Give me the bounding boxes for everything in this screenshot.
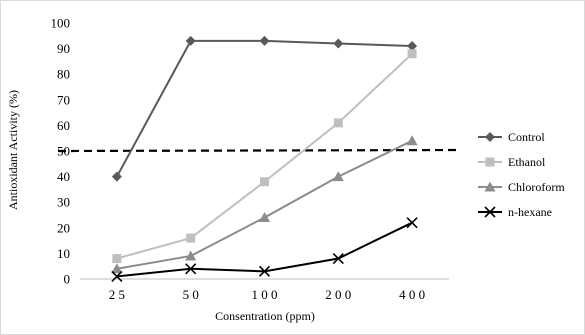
- y-tick-label: 0: [64, 272, 71, 287]
- y-tick-label: 20: [57, 220, 70, 235]
- data-point-ethanol: [186, 233, 196, 243]
- data-point-chloroform: [259, 212, 270, 223]
- legend-marker-n-hexane: [484, 206, 496, 218]
- y-tick-label: 80: [57, 67, 70, 82]
- legend-label-ethanol: Ethanol: [508, 155, 546, 169]
- y-tick-label: 70: [57, 92, 70, 107]
- x-tick-label: 2 0 0: [325, 287, 351, 302]
- data-point-control: [407, 41, 418, 52]
- y-tick-label: 100: [51, 16, 71, 31]
- y-axis-title: Antioxidant Activity (%): [6, 90, 20, 210]
- legend: Control Ethanol Chloroform n-hexane: [478, 130, 565, 219]
- data-point-n-hexane: [406, 217, 418, 229]
- data-point-chloroform: [185, 250, 197, 261]
- y-tick-label: 10: [57, 246, 70, 261]
- series-line-control: [116, 39, 413, 178]
- y-tick-label: 90: [57, 41, 70, 56]
- data-point-control: [259, 35, 270, 46]
- legend-label-control: Control: [508, 130, 545, 144]
- y-tick-label: 40: [57, 169, 70, 184]
- data-point-control: [111, 171, 122, 182]
- data-point-ethanol: [112, 254, 122, 264]
- legend-marker-ethanol: [485, 157, 495, 167]
- y-tick-label: 30: [57, 195, 70, 210]
- x-tick-label: 4 0 0: [399, 287, 425, 302]
- data-point-n-hexane: [185, 263, 197, 275]
- data-point-chloroform: [111, 263, 123, 274]
- x-axis-title: Consentration (ppm): [215, 309, 315, 323]
- series-line-chloroform: [116, 139, 413, 270]
- data-point-ethanol: [333, 118, 343, 128]
- x-tick-label: 5 0: [183, 287, 199, 302]
- data-point-ethanol: [407, 49, 417, 59]
- legend-marker-control: [485, 132, 495, 142]
- legend-marker-chloroform: [484, 181, 496, 192]
- y-tick-label: 60: [57, 118, 70, 133]
- x-tick-label: 1 0 0: [252, 287, 278, 302]
- x-tick-label: 2 5: [109, 287, 125, 302]
- data-point-chloroform: [332, 171, 344, 182]
- data-point-n-hexane: [332, 252, 344, 265]
- data-point-control: [185, 35, 196, 46]
- data-point-control: [333, 38, 344, 49]
- series-line-ethanol: [116, 52, 413, 260]
- data-point-n-hexane: [111, 270, 123, 283]
- reference-line-50: [57, 148, 459, 153]
- legend-label-chloroform: Chloroform: [508, 180, 565, 194]
- data-point-ethanol: [260, 177, 269, 187]
- series-line-n-hexane: [116, 221, 413, 278]
- data-point-chloroform: [406, 135, 418, 146]
- legend-label-n-hexane: n-hexane: [508, 205, 552, 219]
- data-point-n-hexane: [258, 265, 271, 277]
